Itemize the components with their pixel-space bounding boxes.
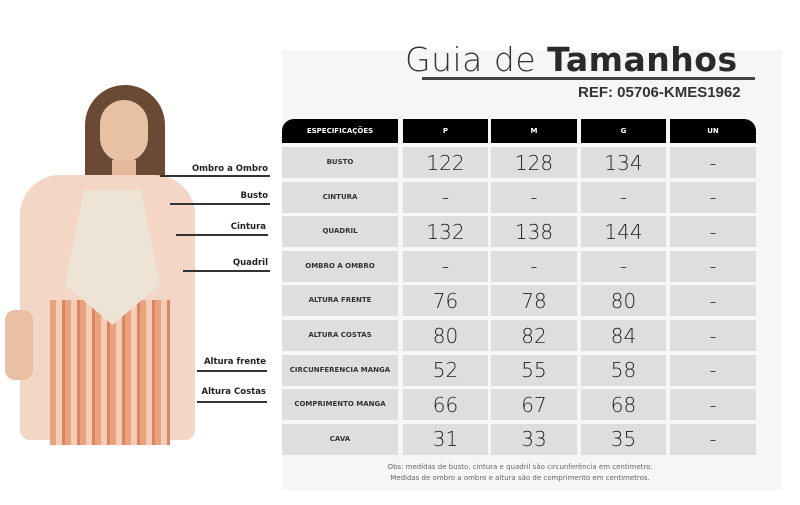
title-underline — [422, 77, 755, 80]
cell-m: 55 — [491, 354, 577, 386]
label-quadril: Quadril — [232, 258, 268, 268]
cell-m: 138 — [491, 216, 577, 248]
label-busto: Busto — [240, 191, 269, 201]
cell-un: - — [670, 250, 756, 282]
header-especificações: ESPECIFICAÇÕES — [282, 119, 398, 143]
label-altura-costas: Altura Costas — [201, 387, 267, 397]
cell-un: - — [670, 147, 756, 178]
cell-p: - — [403, 250, 488, 282]
header-m: M — [491, 119, 577, 143]
cell-g: 144 — [581, 216, 666, 248]
cell-un: - — [670, 320, 756, 351]
label-cintura: Cintura — [230, 222, 266, 232]
page-title: Guia de Tamanhos — [405, 40, 738, 79]
line-altura-costas — [197, 401, 267, 403]
cell-g: 134 — [581, 147, 666, 178]
cell-m: 67 — [491, 389, 577, 421]
cell-m: 78 — [491, 285, 577, 317]
row-label: QUADRIL — [282, 216, 398, 248]
cell-g: - — [581, 181, 666, 213]
line-altura-frente — [197, 370, 267, 372]
obs-line-1: Obs: medidas de busto, cintura e quadril… — [387, 463, 653, 471]
obs-line-2: Medidas de ombro a ombro e altura são de… — [390, 474, 650, 482]
cell-un: - — [670, 354, 756, 386]
cell-g: 80 — [581, 285, 666, 317]
cell-un: - — [670, 285, 756, 317]
line-ombro — [160, 175, 270, 177]
reference-code: REF: 05706-KMES1962 — [578, 84, 741, 101]
header-un: UN — [670, 119, 756, 143]
cell-p: 80 — [403, 320, 488, 351]
cell-g: 68 — [581, 389, 666, 421]
cell-g: 35 — [581, 423, 666, 455]
row-label: CINTURA — [282, 181, 398, 213]
header-g: G — [581, 119, 666, 143]
cell-m: 82 — [491, 320, 577, 351]
row-label: CAVA — [282, 423, 398, 455]
header-p: P — [403, 119, 488, 143]
cell-m: - — [491, 250, 577, 282]
cell-g: 84 — [581, 320, 666, 351]
observation-note: Obs: medidas de busto, cintura e quadril… — [340, 462, 700, 484]
row-label: CIRCUNFERENCIA MANGA — [282, 354, 398, 386]
row-label: BUSTO — [282, 147, 398, 178]
row-label: OMBRO A OMBRO — [282, 250, 398, 282]
cell-p: 52 — [403, 354, 488, 386]
cell-un: - — [670, 181, 756, 213]
cell-p: 132 — [403, 216, 488, 248]
row-label: ALTURA FRENTE — [282, 285, 398, 317]
line-busto — [170, 203, 270, 205]
cell-un: - — [670, 423, 756, 455]
cell-g: 58 — [581, 354, 666, 386]
row-label: COMPRIMENTO MANGA — [282, 389, 398, 421]
cell-un: - — [670, 389, 756, 421]
cell-p: 31 — [403, 423, 488, 455]
row-label: ALTURA COSTAS — [282, 320, 398, 351]
line-quadril — [183, 270, 270, 272]
cell-un: - — [670, 216, 756, 248]
label-altura-frente: Altura frente — [203, 357, 266, 367]
label-ombro: Ombro a Ombro — [191, 164, 268, 174]
cell-m: 128 — [491, 147, 577, 178]
cell-m: - — [491, 181, 577, 213]
cell-g: - — [581, 250, 666, 282]
cell-p: - — [403, 181, 488, 213]
line-cintura — [176, 234, 268, 236]
cell-m: 33 — [491, 423, 577, 455]
cell-p: 66 — [403, 389, 488, 421]
cell-p: 122 — [403, 147, 488, 178]
cell-p: 76 — [403, 285, 488, 317]
